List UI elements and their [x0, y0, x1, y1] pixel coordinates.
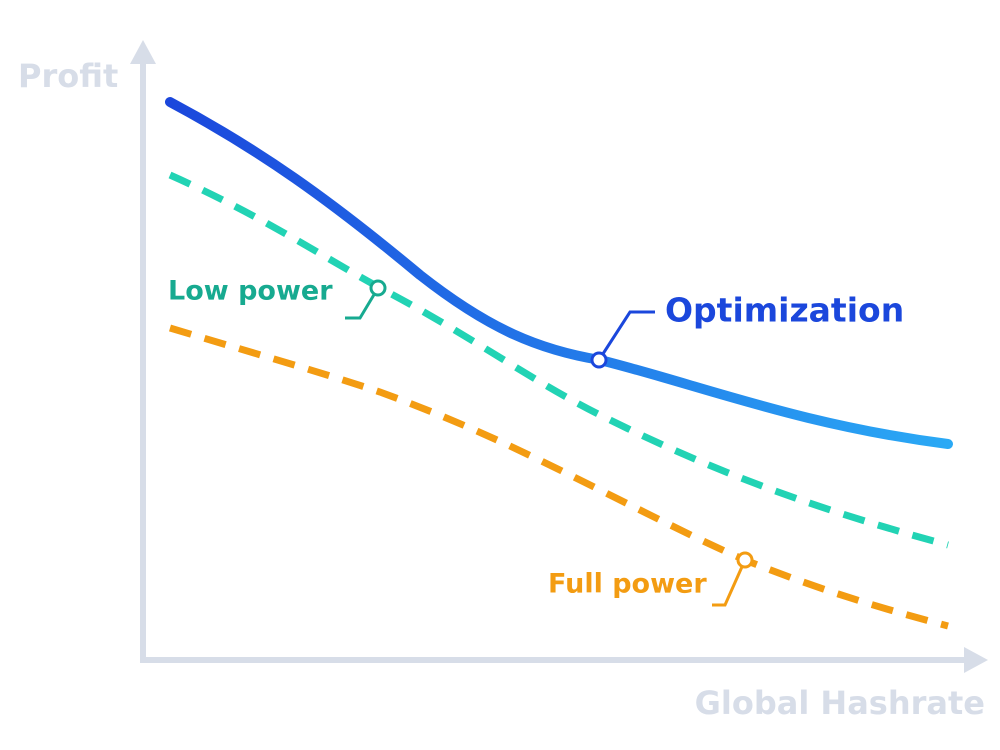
low-power-curve	[168, 171, 949, 549]
y-axis-arrow	[130, 40, 156, 64]
x-axis-arrow	[964, 647, 988, 673]
full-power-marker	[736, 551, 754, 569]
low-power-label: Low power	[168, 276, 333, 307]
y-axis-label: Profit	[18, 57, 118, 95]
full-power-leader	[712, 559, 747, 607]
optimization-label: Optimization	[665, 291, 904, 330]
x-axis-label: Global Hashrate	[695, 684, 985, 722]
optimization-marker	[590, 351, 608, 369]
full-power-curve	[168, 324, 949, 630]
full-power-label: Full power	[548, 569, 707, 600]
low-power-leader	[345, 287, 380, 320]
axes	[130, 40, 988, 673]
optimization-curve	[165, 97, 953, 449]
optimization-leader	[597, 310, 655, 361]
low-power-marker	[369, 279, 387, 297]
